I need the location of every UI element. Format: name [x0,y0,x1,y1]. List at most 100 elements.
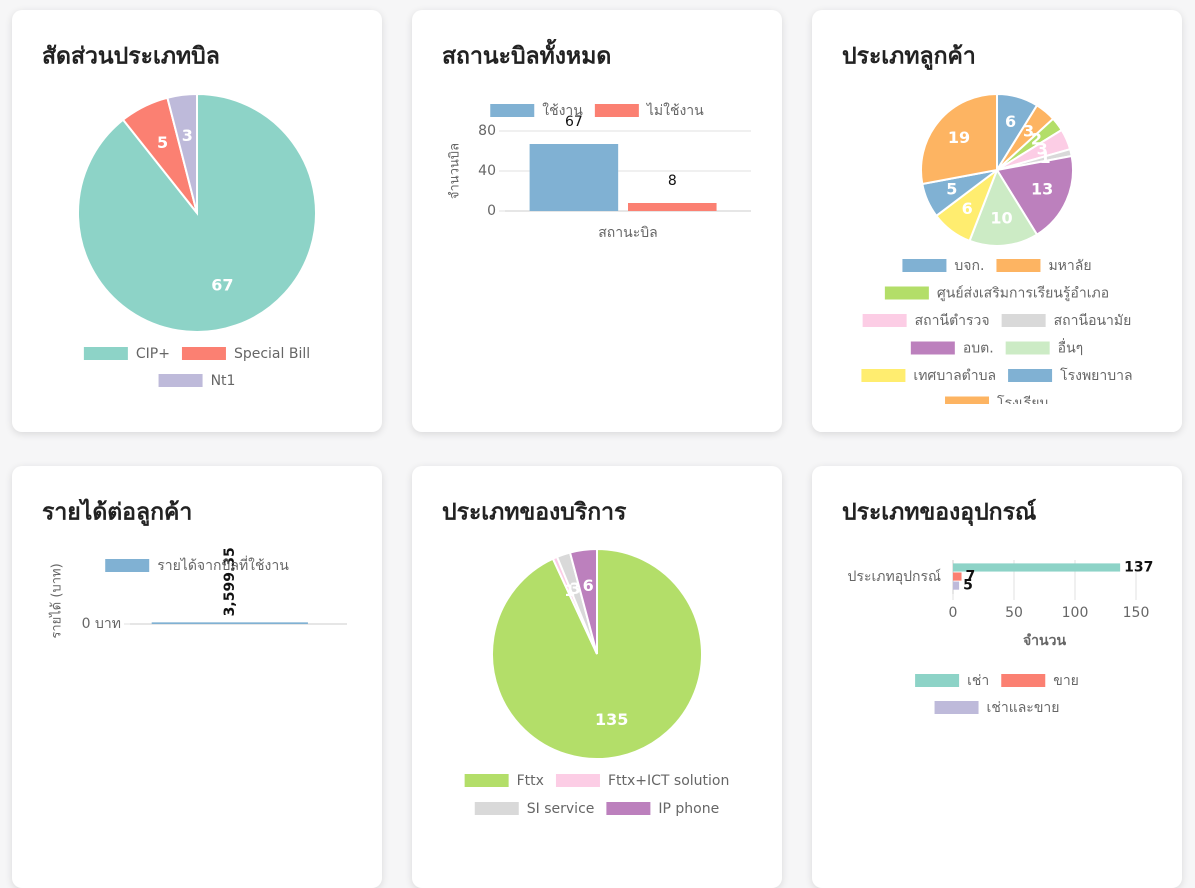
legend-swatch [884,286,929,300]
data-label: 1 [564,581,575,600]
legend-label: โรงพยาบาล [1060,367,1133,384]
y-tick-label: 0 บาท [82,616,121,632]
x-tick-label: 0 [949,605,958,621]
legend-swatch [1008,369,1053,382]
legend-label: ใช้งาน [542,102,583,119]
legend-label: อื่นๆ [1058,339,1084,357]
data-label: 6 [1005,112,1016,131]
chart: ประเภทของบริการ 135 13 6 Fttx Fttx+ICT soluti… [442,500,729,818]
data-label: 67 [565,114,583,130]
bar [953,563,1121,572]
legend-label: SI service [527,801,595,817]
legend-label: เช่าและขาย [987,700,1060,716]
legend-label: Fttx [517,773,544,789]
legend-swatch [861,369,906,382]
data-label: 8 [668,173,677,189]
bar [151,622,308,624]
legend-swatch [490,104,535,117]
legend-swatch [464,774,509,787]
chart-title: ประเภทของอุปกรณ์ [842,499,1036,527]
x-tick-label: 50 [1005,605,1023,621]
legend-label: อบต. [963,341,994,357]
legend-label: บจก. [954,258,984,274]
x-tick-label: 150 [1123,605,1150,621]
data-label: 6 [962,199,973,218]
data-label: 10 [990,209,1012,228]
card: ประเภทของบริการ 135 1 3 6 Fttx Fttx+ICT soluti… [412,466,782,888]
legend-label: เช่า [967,673,989,689]
legend-label: มหาลัย [1048,258,1091,274]
chart: ประเภทของอุปกรณ์ 0 50 100 150 ประเภทอุปกรณ์ 13… [842,499,1153,717]
y-axis-title: รายได้ (บาท) [49,563,65,638]
data-label: 7 [966,569,976,585]
legend-swatch [555,774,600,787]
category-label: สถานะบิล [598,225,657,241]
pie-slice [995,154,1074,236]
legend-label: Special Bill [234,346,310,362]
legend-swatch [105,559,150,572]
pie-slice [920,92,998,186]
chart-title: สถานะบิลทั้งหมด [442,39,611,70]
legend-swatch [83,347,128,360]
legend-label: รายได้จากบิลที่ใช้งาน [157,556,289,574]
card: รายได้ต่อลูกค้า 0 บาท 3,599.35 รายได้ (บาท)… [12,466,382,888]
data-label: 3,599.35 [222,547,238,616]
card: ประเภทลูกค้า 6 3 2 3 1 13 10 6 5 19 บจก. มหาลัย ศูนย์… [812,10,1182,432]
card: ประเภทของอุปกรณ์ 0 50 100 150 ประเภทอุปกรณ์ 13… [812,466,1182,888]
legend-swatch [606,802,651,815]
legend-label: สถานีตำรวจ [915,313,990,329]
legend-swatch [1001,314,1046,327]
legend-label: CIP+ [136,346,170,362]
legend-swatch [910,341,955,355]
legend-swatch [902,259,947,272]
legend-swatch [862,314,907,327]
bar [953,581,960,590]
chart-title: ประเภทของบริการ [442,500,627,526]
legend-swatch [915,674,960,687]
legend-cutoff [812,404,1182,432]
bar [529,144,619,211]
chart-title: ประเภทลูกค้า [842,44,976,71]
pie-slice [568,547,598,655]
chart: สัดส่วนประเภทบิล 67 5 3 CIP+ Special Bill Nt1 [42,44,317,389]
chart-title: สัดส่วนประเภทบิล [42,44,220,70]
legend-swatch [158,374,203,387]
page: สัดส่วนประเภทบิล 67 5 3 CIP+ Special Bill Nt1 … [12,10,1182,817]
pie-slice [77,92,317,333]
category-label: ประเภทอุปกรณ์ [848,568,941,585]
data-label: 3 [1023,121,1034,140]
legend-label: ไม่ใช้งาน [646,102,704,119]
y-tick-label: 40 [478,163,496,179]
legend-label: ศูนย์ส่งเสริมการเรียนรู้อำเภอ [937,285,1109,302]
data-label: 137 [1124,559,1153,575]
legend-swatch [181,347,226,360]
legend-label: ขาย [1053,673,1079,689]
data-label: 19 [948,128,970,147]
legend-label: สถานีอนามัย [1054,313,1132,329]
legend-label: Fttx+ICT solution [608,773,729,789]
y-tick-label: 0 [487,203,496,219]
data-label: 3 [182,126,193,145]
card: สถานะบิลทั้งหมด 0 40 80 สถานะบิล 67 8 จำนวนบิล ใ… [412,10,782,432]
data-label: 13 [1031,179,1053,198]
legend-swatch [1005,341,1050,355]
x-axis-title: จำนวน [1023,633,1066,649]
card: สัดส่วนประเภทบิล 67 5 3 CIP+ Special Bill Nt1 [12,10,382,432]
chart: สถานะบิลทั้งหมด 0 40 80 สถานะบิล 67 8 จำนวนบิล ใ… [442,39,751,241]
chart-title: รายได้ต่อลูกค้า [42,498,192,527]
legend-swatch [934,701,979,714]
legend-swatch [996,259,1041,272]
x-tick-label: 100 [1062,605,1089,621]
data-label: 5 [157,133,168,152]
data-label: 5 [963,578,973,594]
data-label: 3 [570,579,581,598]
legend-swatch [474,802,519,815]
data-label: 6 [583,576,594,595]
data-label: 67 [211,276,233,295]
chart: รายได้ต่อลูกค้า 0 บาท 3,599.35 รายได้ (บาท)… [42,498,347,639]
legend-label: Nt1 [211,373,236,389]
pie-slice [968,167,1039,247]
legend-swatch [594,104,639,117]
data-label: 2 [1031,130,1042,149]
